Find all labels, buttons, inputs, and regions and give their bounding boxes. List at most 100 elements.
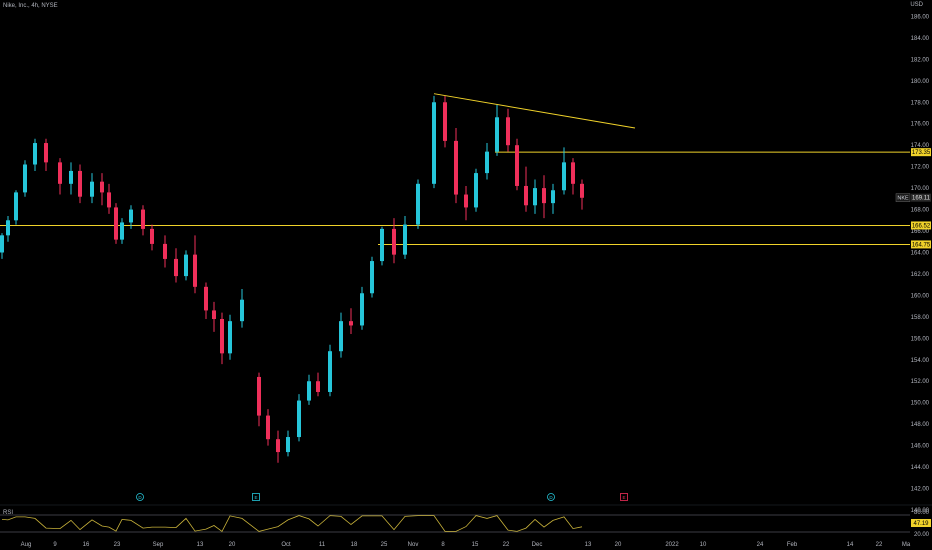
level-price-label-bg (911, 221, 931, 230)
time-tick-label: 9 (53, 542, 57, 548)
candle-body (485, 151, 489, 174)
rsi-level-label: 80.00 (914, 510, 930, 516)
candle-body (107, 192, 111, 208)
earnings-marker (252, 493, 260, 501)
candle-body (6, 220, 10, 236)
price-tick-label: 146.00 (911, 444, 930, 450)
price-tick-label: 158.00 (911, 315, 930, 321)
candle-body (163, 243, 167, 259)
price-tick-label: 152.00 (911, 379, 930, 385)
candle-body (571, 162, 575, 184)
candle-body (506, 117, 510, 146)
level-price-label-bg (911, 148, 931, 157)
candle-body (141, 209, 145, 229)
time-tick-label: 14 (847, 542, 854, 548)
candle-body (257, 376, 261, 416)
candle-body (403, 224, 407, 255)
candle-body (580, 183, 584, 198)
event-marker-label: D (138, 495, 142, 500)
price-tick-label: 160.00 (911, 293, 930, 299)
last-price-label: 169.11 (912, 196, 931, 202)
candle-body (120, 222, 124, 240)
price-tick-label: 174.00 (911, 143, 930, 149)
time-tick-label: 22 (503, 542, 510, 548)
level-price-label: 173.35 (912, 150, 931, 156)
candle-body (380, 228, 384, 262)
time-tick-label: 8 (441, 542, 445, 548)
candle-body (150, 228, 154, 244)
price-tick-label: 186.00 (911, 14, 930, 20)
candle-body (432, 102, 436, 184)
time-tick-label: 18 (351, 542, 358, 548)
price-tick-label: 162.00 (911, 272, 930, 278)
candle-body (297, 400, 301, 438)
time-tick-label: Oct (281, 542, 291, 548)
candle-body (307, 381, 311, 401)
time-tick-label: 10 (700, 542, 707, 548)
price-tick-label: 156.00 (911, 336, 930, 342)
candle-body (240, 299, 244, 322)
time-tick-label: 20 (615, 542, 622, 548)
candle-body (542, 188, 546, 204)
price-tick-label: 164.00 (911, 250, 930, 256)
event-marker-label: E (622, 495, 625, 500)
candle-body (129, 209, 133, 223)
candle-body (349, 321, 353, 326)
candle-body (328, 351, 332, 392)
candle-body (212, 310, 216, 320)
time-tick-label: 24 (757, 542, 764, 548)
level-price-label: 164.75 (912, 242, 931, 248)
candle-body (90, 181, 94, 197)
price-tick-label: 144.00 (911, 465, 930, 471)
price-tick-label: 170.00 (911, 186, 930, 192)
event-marker-label: D (549, 495, 553, 500)
level-price-label: 166.52 (912, 223, 931, 229)
symbol-tag: NKE (897, 196, 909, 202)
dividend-marker (136, 493, 144, 501)
price-tick-label: 172.00 (911, 165, 930, 171)
time-tick-label: 15 (472, 542, 479, 548)
time-tick-label: 11 (319, 542, 326, 548)
rsi-value-label-bg (911, 519, 931, 527)
time-tick-label: Sep (153, 542, 164, 548)
candle-body (286, 437, 290, 453)
candle-body (69, 170, 73, 184)
price-tick-label: 176.00 (911, 122, 930, 128)
earnings-marker (620, 493, 628, 501)
candle-body (193, 254, 197, 287)
candle-body (220, 319, 224, 354)
candle-body (23, 164, 27, 193)
price-tick-label: 184.00 (911, 36, 930, 42)
chart-title: Nike, Inc., 4h, NYSE (3, 3, 58, 9)
rsi-label: RSI (3, 510, 13, 516)
candle-body (204, 286, 208, 311)
rsi-line (1, 515, 583, 533)
time-tick-label: 16 (83, 542, 90, 548)
time-tick-label: 13 (197, 542, 204, 548)
candle-body (266, 415, 270, 440)
candle-body (184, 254, 188, 277)
price-tick-label: 150.00 (911, 401, 930, 407)
price-tick-label: 154.00 (911, 358, 930, 364)
candle-body (114, 207, 118, 240)
level-price-label-bg (911, 240, 931, 249)
price-tick-label: 178.00 (911, 100, 930, 106)
last-price-label-bg (911, 193, 931, 202)
rsi-level-label: 20.00 (914, 532, 930, 538)
candle-body (100, 181, 104, 193)
candle-body (14, 192, 18, 221)
candle-body (562, 162, 566, 191)
candle-body (495, 117, 499, 152)
time-tick-label: Aug (21, 542, 32, 548)
candle-body (33, 143, 37, 165)
candle-body (464, 194, 468, 208)
time-tick-label: 22 (876, 542, 883, 548)
candle-body (443, 102, 447, 141)
currency-label: USD (910, 2, 923, 8)
candle-body (44, 143, 48, 163)
event-marker-label: E (254, 495, 257, 500)
price-tick-label: 142.00 (911, 487, 930, 493)
candle-body (524, 185, 528, 206)
price-tick-label: 140.00 (911, 508, 930, 514)
